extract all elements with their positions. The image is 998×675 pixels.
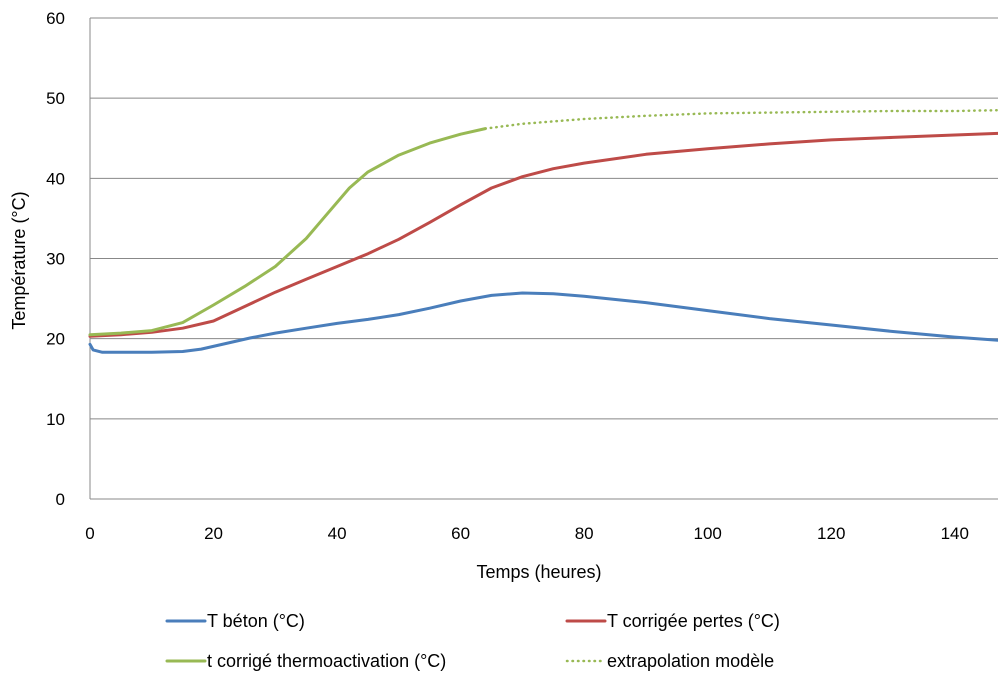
x-tick-label: 120 <box>817 524 845 543</box>
y-tick-label: 10 <box>46 410 65 429</box>
y-tick-label: 50 <box>46 89 65 108</box>
x-tick-label: 140 <box>941 524 969 543</box>
y-tick-label: 0 <box>56 490 65 509</box>
series-line-1 <box>88 131 998 338</box>
x-axis-title: Temps (heures) <box>476 562 601 582</box>
x-tick-label: 0 <box>85 524 94 543</box>
series-line-0 <box>88 291 998 354</box>
grid-lines <box>90 17 998 420</box>
y-tick-label: 40 <box>46 169 65 188</box>
y-tick-label: 60 <box>46 9 65 28</box>
series-lines <box>88 108 998 354</box>
y-axis-title: Température (°C) <box>9 191 29 329</box>
legend-label-3: extrapolation modèle <box>607 651 774 671</box>
x-tick-label: 40 <box>328 524 347 543</box>
legend-label-2: t corrigé thermoactivation (°C) <box>207 651 446 671</box>
series-line-2 <box>88 127 487 337</box>
axis-ticks: 0 10 20 30 40 50 60 0 20 40 60 80 100 120 140 <box>46 9 969 543</box>
legend-label-0: T béton (°C) <box>207 611 305 631</box>
y-tick-label: 30 <box>46 250 65 269</box>
x-tick-label: 60 <box>451 524 470 543</box>
legend-label-1: T corrigée pertes (°C) <box>607 611 780 631</box>
legend: T béton (°C) T corrigée pertes (°C) t corr… <box>165 611 780 671</box>
x-tick-label: 80 <box>575 524 594 543</box>
x-tick-label: 20 <box>204 524 223 543</box>
series-line-3 <box>484 108 998 130</box>
y-tick-label: 20 <box>46 330 65 349</box>
x-tick-label: 100 <box>693 524 721 543</box>
